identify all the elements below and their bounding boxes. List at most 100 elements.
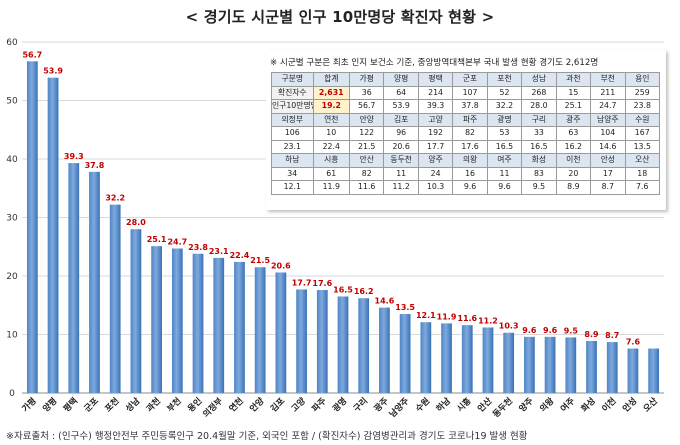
data-label: 9.6 bbox=[543, 326, 558, 335]
bar bbox=[130, 229, 142, 393]
table-cell: 성남 bbox=[521, 72, 557, 87]
table-cell: 11.9 bbox=[312, 180, 351, 195]
y-tick-label: 50 bbox=[6, 97, 18, 107]
x-tick-label: 파주 bbox=[310, 395, 329, 414]
y-tick-label: 40 bbox=[6, 155, 18, 165]
table-row: 의정부 연천 안양 김포 고양 파주 광명 구리 광주 남양주 수원 bbox=[271, 112, 660, 127]
x-tick-label: 포천 bbox=[103, 395, 122, 414]
table-row: 구분명 합계 가평 양평 평택 군포 포천 성남 과천 부천 용인 bbox=[271, 72, 660, 87]
table-cell: 이천 bbox=[555, 153, 592, 168]
table-row: 인구10만명당19.256.753.939.337.832.228.025.12… bbox=[271, 99, 660, 114]
table-cell: 8.7 bbox=[590, 180, 626, 195]
data-label: 11.9 bbox=[437, 312, 457, 321]
table-cell: 12.1 bbox=[271, 180, 314, 195]
table-cell: 122 bbox=[348, 126, 385, 141]
bar bbox=[461, 325, 473, 393]
data-label: 17.6 bbox=[312, 279, 332, 288]
table-cell: 23.8 bbox=[624, 99, 660, 114]
x-tick-label: 의왕 bbox=[538, 395, 557, 414]
table-cell: 82 bbox=[452, 126, 488, 141]
data-label: 12.1 bbox=[416, 311, 436, 320]
table-cell: 14.6 bbox=[590, 139, 626, 154]
x-tick-label: 광명 bbox=[330, 396, 349, 415]
table-row: 하남 시흥 안산 동두천 양주 의왕 여주 화성 이천 안성 오산 bbox=[271, 153, 660, 168]
data-label: 10.3 bbox=[499, 322, 519, 331]
table-cell: 28.0 bbox=[521, 99, 557, 114]
table-cell: 20.6 bbox=[383, 139, 419, 154]
bar bbox=[358, 298, 370, 393]
data-labels: 56.753.939.337.832.228.025.1 24.723.8 23.1… bbox=[22, 50, 640, 346]
table-cell: 16.5 bbox=[521, 139, 557, 154]
table-cell: 2,631 bbox=[312, 85, 351, 100]
table-cell: 39.3 bbox=[417, 99, 454, 114]
table-cell: 수원 bbox=[624, 112, 660, 127]
table-cell: 34 bbox=[271, 166, 314, 181]
table-cell: 214 bbox=[417, 85, 454, 100]
table-cell: 53 bbox=[486, 126, 523, 141]
table-cell: 11.6 bbox=[348, 180, 385, 195]
table-cell: 10 bbox=[312, 126, 351, 141]
chart-title: < 경기도 시군별 인구 10만명당 확진자 현황 > bbox=[185, 8, 495, 26]
y-tick-label: 30 bbox=[6, 214, 18, 224]
x-tick-label: 여주 bbox=[558, 395, 577, 414]
table-row: 확진자수 2,631 36 64 214 107 52 268 15 211 259 bbox=[271, 85, 660, 100]
table-cell: 167 bbox=[624, 126, 660, 141]
table-cell: 25.1 bbox=[555, 99, 592, 114]
table-cell: 16.2 bbox=[555, 139, 592, 154]
x-tick-label: 고양 bbox=[289, 395, 308, 414]
table-cell: 용인 bbox=[624, 72, 660, 87]
x-tick-label: 동두천 bbox=[491, 395, 515, 419]
data-label: 17.7 bbox=[292, 278, 312, 287]
table-cell: 구리 bbox=[521, 112, 557, 127]
table-cell: 구분명 bbox=[271, 72, 314, 87]
table-cell: 24.7 bbox=[590, 99, 626, 114]
bar bbox=[503, 332, 515, 393]
y-axis: 0 10 20 30 40 50 60 bbox=[6, 38, 18, 399]
table-cell: 11.2 bbox=[383, 180, 419, 195]
bar bbox=[192, 253, 204, 393]
x-tick-label: 의정부 bbox=[201, 395, 225, 419]
table-cell: 오산 bbox=[624, 153, 660, 168]
table-cell: 17.6 bbox=[452, 139, 488, 154]
stats-table: 구분명 합계 가평 양평 평택 군포 포천 성남 과천 부천 용인 확진자수 2,631 36 64 214 1… bbox=[271, 72, 660, 195]
x-tick-label: 양평 bbox=[41, 396, 60, 415]
table-row: 34 61 82 11 24 16 11 83 20 17 18 bbox=[271, 166, 660, 181]
data-label: 24.7 bbox=[167, 238, 187, 247]
bar bbox=[544, 336, 556, 393]
x-tick-label: 화성 bbox=[579, 396, 598, 415]
table-cell: 군포 bbox=[452, 72, 488, 87]
data-label: 39.3 bbox=[64, 152, 84, 161]
table-cell: 확진자수 bbox=[271, 85, 314, 100]
bar bbox=[627, 348, 639, 393]
table-cell: 15 bbox=[555, 85, 592, 100]
table-cell: 192 bbox=[417, 126, 454, 141]
table-cell: 19.2 bbox=[312, 99, 351, 114]
bar bbox=[68, 163, 80, 393]
table-cell: 7.6 bbox=[624, 180, 660, 195]
data-label: 56.7 bbox=[22, 50, 42, 59]
table-cell: 11 bbox=[383, 166, 419, 181]
y-tick-label: 0 bbox=[9, 389, 15, 399]
table-cell: 9.6 bbox=[486, 180, 523, 195]
bar bbox=[399, 314, 411, 393]
bar bbox=[482, 327, 494, 393]
table-cell: 107 bbox=[452, 85, 488, 100]
x-tick-label: 수원 bbox=[413, 395, 432, 414]
data-label: 16.5 bbox=[333, 285, 353, 294]
table-cell: 53.9 bbox=[383, 99, 419, 114]
table-cell: 광명 bbox=[486, 112, 523, 127]
bar bbox=[213, 257, 225, 393]
data-label: 11.6 bbox=[457, 314, 477, 323]
table-row: 23.1 22.4 21.5 20.6 17.7 17.6 16.5 16.5 16.2 14.6… bbox=[271, 139, 660, 154]
table-cell: 259 bbox=[624, 85, 660, 100]
table-cell: 52 bbox=[486, 85, 523, 100]
table-cell: 17 bbox=[590, 166, 626, 181]
table-cell: 9.6 bbox=[452, 180, 488, 195]
x-tick-label: 하남 bbox=[434, 395, 453, 414]
bar bbox=[89, 171, 100, 393]
table-cell: 파주 bbox=[452, 112, 488, 127]
table-cell: 63 bbox=[555, 126, 592, 141]
bar bbox=[337, 296, 349, 393]
